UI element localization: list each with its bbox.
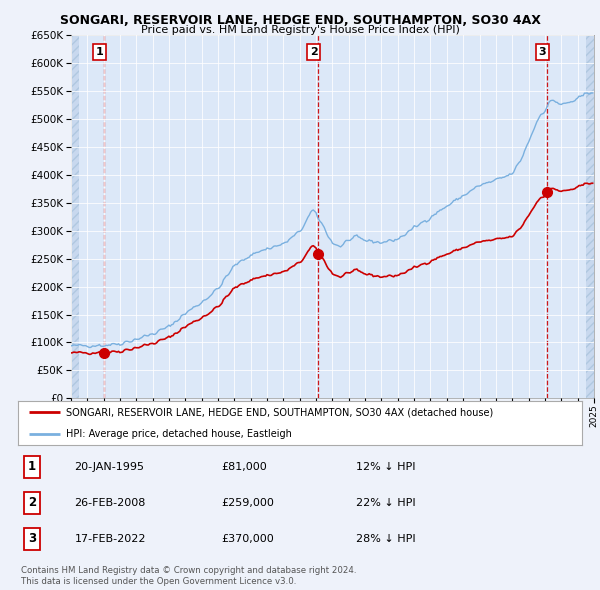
Text: 2: 2	[28, 496, 36, 510]
Text: 26-FEB-2008: 26-FEB-2008	[74, 498, 146, 508]
Text: 20-JAN-1995: 20-JAN-1995	[74, 462, 145, 472]
Text: 1: 1	[28, 460, 36, 473]
Text: 3: 3	[538, 47, 546, 57]
Text: £81,000: £81,000	[221, 462, 267, 472]
Text: Price paid vs. HM Land Registry's House Price Index (HPI): Price paid vs. HM Land Registry's House …	[140, 25, 460, 35]
Text: 2: 2	[310, 47, 317, 57]
Text: This data is licensed under the Open Government Licence v3.0.: This data is licensed under the Open Gov…	[21, 577, 296, 586]
Text: 3: 3	[28, 533, 36, 546]
Text: SONGARI, RESERVOIR LANE, HEDGE END, SOUTHAMPTON, SO30 4AX: SONGARI, RESERVOIR LANE, HEDGE END, SOUT…	[59, 14, 541, 27]
Text: 17-FEB-2022: 17-FEB-2022	[74, 534, 146, 544]
Text: 1: 1	[95, 47, 103, 57]
Text: 12% ↓ HPI: 12% ↓ HPI	[356, 462, 416, 472]
Text: 28% ↓ HPI: 28% ↓ HPI	[356, 534, 416, 544]
Text: SONGARI, RESERVOIR LANE, HEDGE END, SOUTHAMPTON, SO30 4AX (detached house): SONGARI, RESERVOIR LANE, HEDGE END, SOUT…	[66, 407, 493, 417]
Bar	[586, 35, 596, 398]
Text: £259,000: £259,000	[221, 498, 274, 508]
Text: £370,000: £370,000	[221, 534, 274, 544]
Text: Contains HM Land Registry data © Crown copyright and database right 2024.: Contains HM Land Registry data © Crown c…	[21, 566, 356, 575]
Bar	[71, 35, 79, 398]
Text: HPI: Average price, detached house, Eastleigh: HPI: Average price, detached house, East…	[66, 430, 292, 440]
Text: 22% ↓ HPI: 22% ↓ HPI	[356, 498, 416, 508]
